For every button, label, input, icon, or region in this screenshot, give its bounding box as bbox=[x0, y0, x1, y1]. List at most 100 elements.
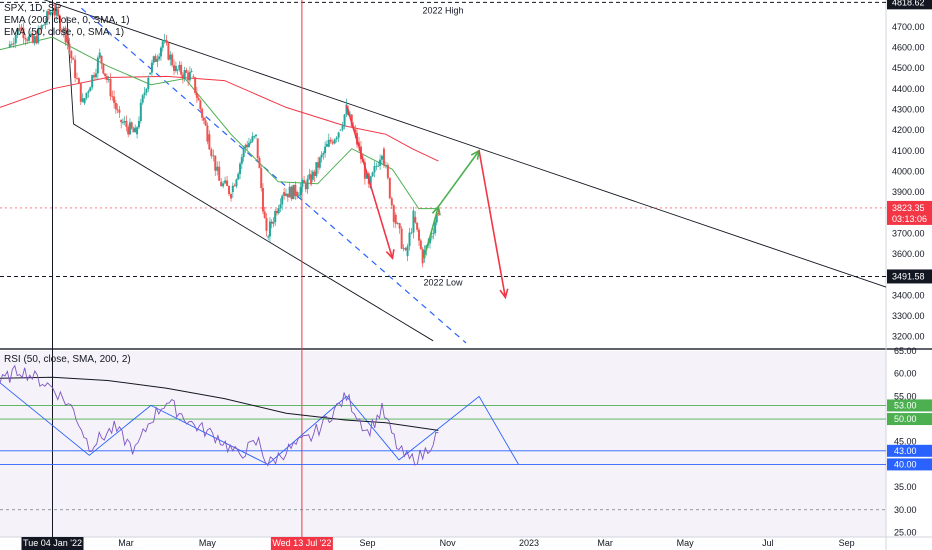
candle-body bbox=[325, 143, 328, 147]
candle-body bbox=[296, 192, 299, 197]
candle-body bbox=[150, 62, 153, 73]
rsi-tick-label: 65.00 bbox=[894, 346, 917, 356]
candle-body bbox=[66, 35, 69, 44]
ema50-legend[interactable]: EMA (50, close, 0, SMA, 1) bbox=[4, 27, 125, 38]
candle-body bbox=[76, 77, 79, 79]
candle-body bbox=[185, 70, 188, 73]
candle-body bbox=[139, 102, 142, 122]
candle-body bbox=[214, 155, 217, 171]
candle-body bbox=[16, 28, 19, 36]
candle-body bbox=[37, 28, 40, 44]
candle-body bbox=[297, 195, 300, 197]
candle-body bbox=[222, 183, 225, 187]
candle-body bbox=[256, 138, 259, 159]
level-text-0: 2022 High bbox=[422, 5, 463, 15]
candle-body bbox=[134, 127, 137, 133]
candle-body bbox=[130, 122, 133, 129]
candle-body bbox=[437, 213, 440, 214]
candle-body bbox=[167, 43, 170, 60]
candle-body bbox=[341, 125, 344, 130]
candle-body bbox=[136, 127, 139, 135]
candle-body bbox=[329, 139, 332, 142]
candle-body bbox=[100, 55, 103, 64]
candle-body bbox=[188, 72, 191, 81]
candle-body bbox=[49, 12, 52, 15]
candle-body bbox=[390, 198, 393, 206]
candle-body bbox=[283, 192, 286, 196]
candle-body bbox=[310, 174, 313, 185]
candle-body bbox=[55, 9, 58, 16]
candle-body bbox=[380, 155, 383, 160]
rsi-background bbox=[0, 351, 886, 537]
candle-body bbox=[114, 102, 117, 110]
candle-body bbox=[301, 180, 304, 188]
candle-body bbox=[127, 127, 130, 135]
candle-body bbox=[226, 180, 229, 187]
candle-body bbox=[231, 185, 234, 193]
candle-body bbox=[194, 77, 197, 93]
candle-body bbox=[53, 8, 56, 16]
candle-body bbox=[412, 210, 415, 233]
price-legend: SPX, 1D, SP EMA (200, close, 0, SMA, 1) … bbox=[4, 3, 130, 39]
candle-body bbox=[339, 129, 342, 131]
candle-body bbox=[311, 171, 314, 180]
candle-body bbox=[265, 218, 268, 231]
candle-body bbox=[12, 43, 15, 45]
candle-body bbox=[414, 216, 417, 223]
price-tick-label: 4200.00 bbox=[892, 125, 925, 135]
candle-body bbox=[434, 222, 437, 233]
time-tick-label: Mar bbox=[597, 538, 613, 548]
candle-body bbox=[228, 186, 231, 195]
rsi-legend-label[interactable]: RSI (50, close, SMA, 200, 2) bbox=[4, 354, 131, 365]
price-tick-label: 4100.00 bbox=[892, 146, 925, 156]
level-price-badge-0 bbox=[887, 0, 932, 10]
candle-body bbox=[388, 177, 391, 199]
channel-edge bbox=[66, 16, 74, 124]
candle-body bbox=[72, 58, 75, 60]
candle-body bbox=[261, 188, 264, 212]
candle-body bbox=[233, 185, 236, 187]
candle-body bbox=[404, 248, 407, 251]
candle-body bbox=[239, 163, 242, 174]
candle-body bbox=[51, 12, 54, 13]
candle-body bbox=[382, 148, 385, 166]
candle-body bbox=[81, 98, 84, 102]
candle-body bbox=[210, 149, 213, 157]
candle-body bbox=[294, 184, 297, 197]
candle-body bbox=[149, 72, 152, 75]
candle-body bbox=[277, 208, 280, 214]
candle-body bbox=[120, 119, 123, 123]
candle-body bbox=[156, 59, 159, 62]
candle-body bbox=[242, 148, 245, 158]
candle-body bbox=[435, 213, 438, 223]
rsi-level-label-0: 53.00 bbox=[894, 400, 917, 410]
candle-body bbox=[29, 33, 32, 37]
candle-body bbox=[251, 136, 254, 142]
rsi-level-badge-2 bbox=[887, 444, 932, 457]
rsi-line bbox=[0, 364, 439, 467]
candle-body bbox=[335, 137, 338, 140]
candle-body bbox=[333, 139, 336, 144]
candle-body bbox=[20, 26, 23, 29]
candle-body bbox=[384, 164, 387, 166]
candle-body bbox=[377, 165, 380, 167]
candle-body bbox=[429, 237, 432, 244]
candle-body bbox=[253, 136, 256, 137]
price-tick-label: 3700.00 bbox=[892, 228, 925, 238]
level-price-label-0: 4818.62 bbox=[892, 0, 925, 7]
candle-body bbox=[93, 75, 96, 78]
candle-body bbox=[113, 96, 116, 103]
symbol-legend[interactable]: SPX, 1D, SP bbox=[4, 3, 62, 14]
candle-body bbox=[163, 39, 166, 42]
candle-body bbox=[286, 193, 289, 198]
ema200-legend[interactable]: EMA (200, close, 0, SMA, 1) bbox=[4, 15, 130, 26]
candle-body bbox=[74, 59, 77, 78]
candle-body bbox=[354, 129, 357, 133]
candle-body bbox=[60, 30, 63, 32]
candle-body bbox=[299, 187, 302, 196]
candle-body bbox=[249, 141, 252, 144]
candle-body bbox=[270, 221, 273, 224]
candle-body bbox=[87, 91, 90, 93]
candle-body bbox=[31, 33, 34, 43]
